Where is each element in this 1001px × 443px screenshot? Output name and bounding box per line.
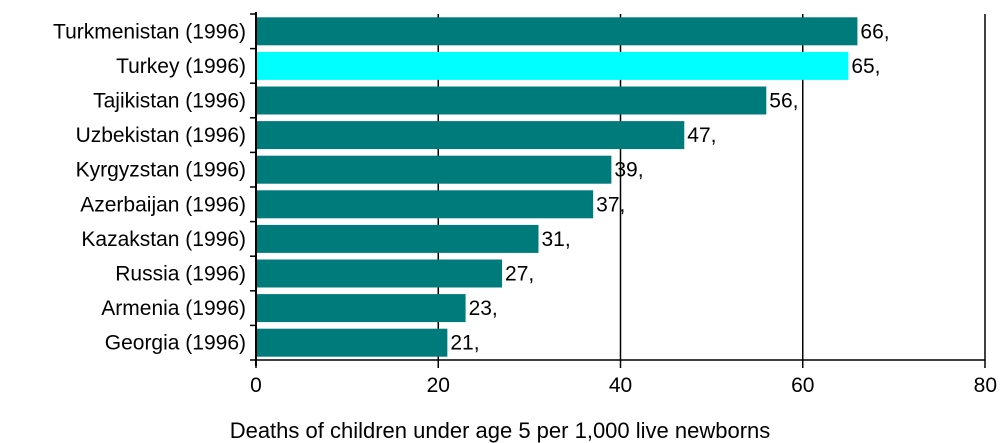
value-labels: 66, 65, 56, 47, 39, 37, 31, 27, 23, 21, [450,20,889,354]
category-label: Georgia (1996) [105,332,246,355]
category-label: Turkmenistan (1996) [53,20,246,43]
x-tick-label: 0 [250,374,262,397]
category-label: Kazakstan (1996) [81,228,246,251]
category-label: Armenia (1996) [101,297,246,320]
category-label: Azerbaijan (1996) [80,193,246,216]
x-axis-title: Deaths of children under age 5 per 1,000… [230,418,771,443]
bar [256,190,594,219]
category-label: Tajikistan (1996) [93,90,246,113]
value-label: 23, [469,297,498,320]
category-label: Kyrgyzstan (1996) [76,159,246,182]
category-labels: Turkmenistan (1996) Turkey (1996) Tajikist… [53,20,246,354]
bars [256,17,858,357]
bar [256,121,685,150]
bar [256,224,539,253]
bar [256,86,767,115]
value-label: 31, [541,228,570,251]
value-label: 27, [505,263,534,286]
value-label: 37, [596,193,625,216]
value-label: 39, [614,159,643,182]
x-tick-label: 40 [609,374,632,397]
value-label: 47, [687,124,716,147]
x-ticks: 0 20 40 60 80 [250,360,997,397]
value-label: 56, [769,90,798,113]
bar [256,17,858,46]
value-label: 66, [860,20,889,43]
x-tick-label: 80 [974,374,997,397]
bar [256,155,612,184]
x-tick-label: 60 [791,374,814,397]
category-label: Russia (1996) [115,263,246,286]
bar [256,51,849,80]
value-label: 21, [450,332,479,355]
bar [256,294,466,323]
bar [256,328,448,357]
value-label: 65, [851,55,880,78]
category-label: Turkey (1996) [116,55,246,78]
x-tick-label: 20 [427,374,450,397]
bar [256,259,503,288]
category-label: Uzbekistan (1996) [76,124,246,147]
